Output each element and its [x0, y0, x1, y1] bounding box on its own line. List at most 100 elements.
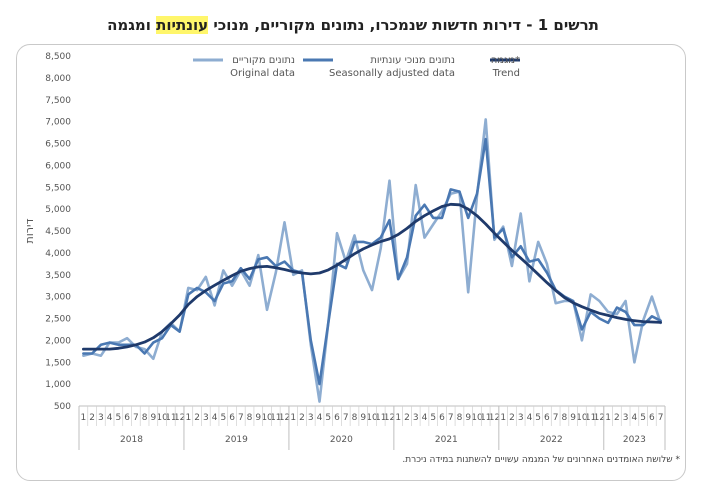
x-tick-label-month: 3: [623, 413, 629, 423]
y-tick-label: 7,000: [45, 118, 71, 128]
x-tick-label-month: 3: [203, 413, 209, 423]
x-tick-label-month: 7: [238, 413, 244, 423]
x-tick-label-month: 11: [270, 413, 281, 423]
x-tick-label-month: 5: [640, 413, 646, 423]
title-highlight: עונתיות: [156, 16, 209, 34]
legend-label-he-seasonal: נתונים מנוכי עונתיות: [370, 55, 455, 66]
x-tick-label-month: 2: [614, 413, 620, 423]
x-tick-label-month: 10: [366, 413, 378, 423]
y-tick-label: 6,000: [45, 161, 71, 171]
x-tick-label-month: 6: [229, 413, 235, 423]
x-tick-label-month: 7: [448, 413, 454, 423]
x-tick-label-month: 12: [384, 413, 395, 423]
x-tick-label-month: 10: [156, 413, 168, 423]
y-tick-label: 4,000: [45, 249, 71, 259]
x-tick-label-month: 1: [185, 413, 191, 423]
x-tick-label-month: 12: [174, 413, 185, 423]
x-tick-label-month: 2: [89, 413, 95, 423]
x-tick-label-month: 9: [150, 413, 156, 423]
x-tick-label-month: 4: [527, 413, 533, 423]
x-tick-label-month: 12: [489, 413, 500, 423]
legend-label-he-trend: מגמה*: [491, 55, 520, 66]
x-tick-label-month: 2: [404, 413, 410, 423]
x-tick-label-month: 7: [658, 413, 664, 423]
x-tick-label-month: 11: [585, 413, 596, 423]
x-tick-label-month: 6: [439, 413, 445, 423]
x-tick-label-month: 6: [544, 413, 550, 423]
y-tick-label: 5,000: [45, 205, 71, 215]
legend-label-en-original: Original data: [230, 68, 295, 79]
y-tick-label: 3,500: [45, 271, 71, 281]
series-line-trend: [82, 202, 662, 351]
x-tick-label-month: 5: [325, 413, 331, 423]
y-tick-label: 500: [54, 402, 71, 412]
x-tick-label-month: 7: [133, 413, 139, 423]
x-tick-label-month: 10: [576, 413, 588, 423]
y-tick-label: 1,500: [45, 358, 71, 368]
x-tick-label-month: 3: [413, 413, 419, 423]
x-tick-label-month: 3: [518, 413, 524, 423]
x-tick-label-month: 6: [334, 413, 340, 423]
x-tick-label-month: 12: [594, 413, 605, 423]
x-tick-label-month: 4: [422, 413, 428, 423]
x-tick-label-year: 2020: [330, 435, 353, 445]
y-tick-label: 4,500: [45, 227, 71, 237]
series-line-original: [82, 118, 662, 403]
x-tick-label-year: 2022: [540, 435, 563, 445]
x-tick-label-month: 6: [124, 413, 130, 423]
x-tick-label-month: 5: [115, 413, 121, 423]
x-tick-label-month: 9: [255, 413, 261, 423]
title-main: תרשים 1 - דירות חדשות שנמכרו, נתונים מקו…: [208, 16, 599, 34]
x-tick-label-month: 3: [98, 413, 104, 423]
x-tick-label-month: 4: [212, 413, 218, 423]
y-tick-label: 3,000: [45, 293, 71, 303]
y-tick-label: 8,000: [45, 74, 71, 84]
x-tick-label-month: 4: [632, 413, 638, 423]
footnote: * שלושת האומדנים האחרונים של המגמה עשויי…: [402, 455, 680, 465]
x-tick-label-month: 1: [605, 413, 611, 423]
y-tick-label: 2,000: [45, 336, 71, 346]
x-tick-label-month: 5: [220, 413, 226, 423]
x-tick-label-month: 2: [299, 413, 305, 423]
chart-title: תרשים 1 - דירות חדשות שנמכרו, נתונים מקו…: [0, 16, 706, 34]
chart-frame: [16, 44, 686, 481]
x-tick-label-month: 10: [261, 413, 273, 423]
x-tick-label-month: 11: [480, 413, 491, 423]
x-tick-label-month: 8: [562, 413, 568, 423]
y-tick-label: 7,500: [45, 96, 71, 106]
legend-label-he-original: נתונים מקוריים: [232, 55, 295, 66]
x-tick-label-month: 9: [360, 413, 366, 423]
x-tick-label-month: 2: [194, 413, 200, 423]
y-tick-label: 1,000: [45, 380, 71, 390]
x-tick-label-month: 1: [395, 413, 401, 423]
series-line-seasonal: [82, 137, 662, 386]
x-tick-label-month: 1: [500, 413, 506, 423]
x-tick-label-month: 9: [570, 413, 576, 423]
x-tick-label-year: 2018: [120, 435, 143, 445]
x-tick-label-year: 2021: [435, 435, 458, 445]
x-tick-label-year: 2023: [623, 435, 646, 445]
x-tick-label-month: 4: [107, 413, 113, 423]
x-tick-label-month: 12: [279, 413, 290, 423]
x-tick-label-month: 11: [165, 413, 176, 423]
y-tick-label: 8,500: [45, 52, 71, 62]
x-tick-label-month: 7: [553, 413, 559, 423]
x-tick-label-month: 6: [649, 413, 655, 423]
x-tick-label-month: 7: [343, 413, 349, 423]
x-tick-label-month: 8: [142, 413, 148, 423]
x-tick-label-year: 2019: [225, 435, 248, 445]
x-tick-label-month: 8: [247, 413, 253, 423]
x-tick-label-month: 8: [352, 413, 358, 423]
x-tick-label-month: 8: [457, 413, 463, 423]
x-tick-label-month: 11: [375, 413, 386, 423]
y-tick-label: 2,500: [45, 315, 71, 325]
y-axis-title: דירות: [23, 219, 36, 244]
legend-label-en-seasonal: Seasonally adjusted data: [329, 68, 455, 79]
legend-label-en-trend: Trend: [492, 68, 520, 79]
title-end: ומגמה: [107, 16, 157, 34]
x-tick-label-month: 5: [535, 413, 541, 423]
x-tick-label-month: 9: [465, 413, 471, 423]
x-tick-label-month: 1: [290, 413, 296, 423]
y-tick-label: 5,500: [45, 183, 71, 193]
